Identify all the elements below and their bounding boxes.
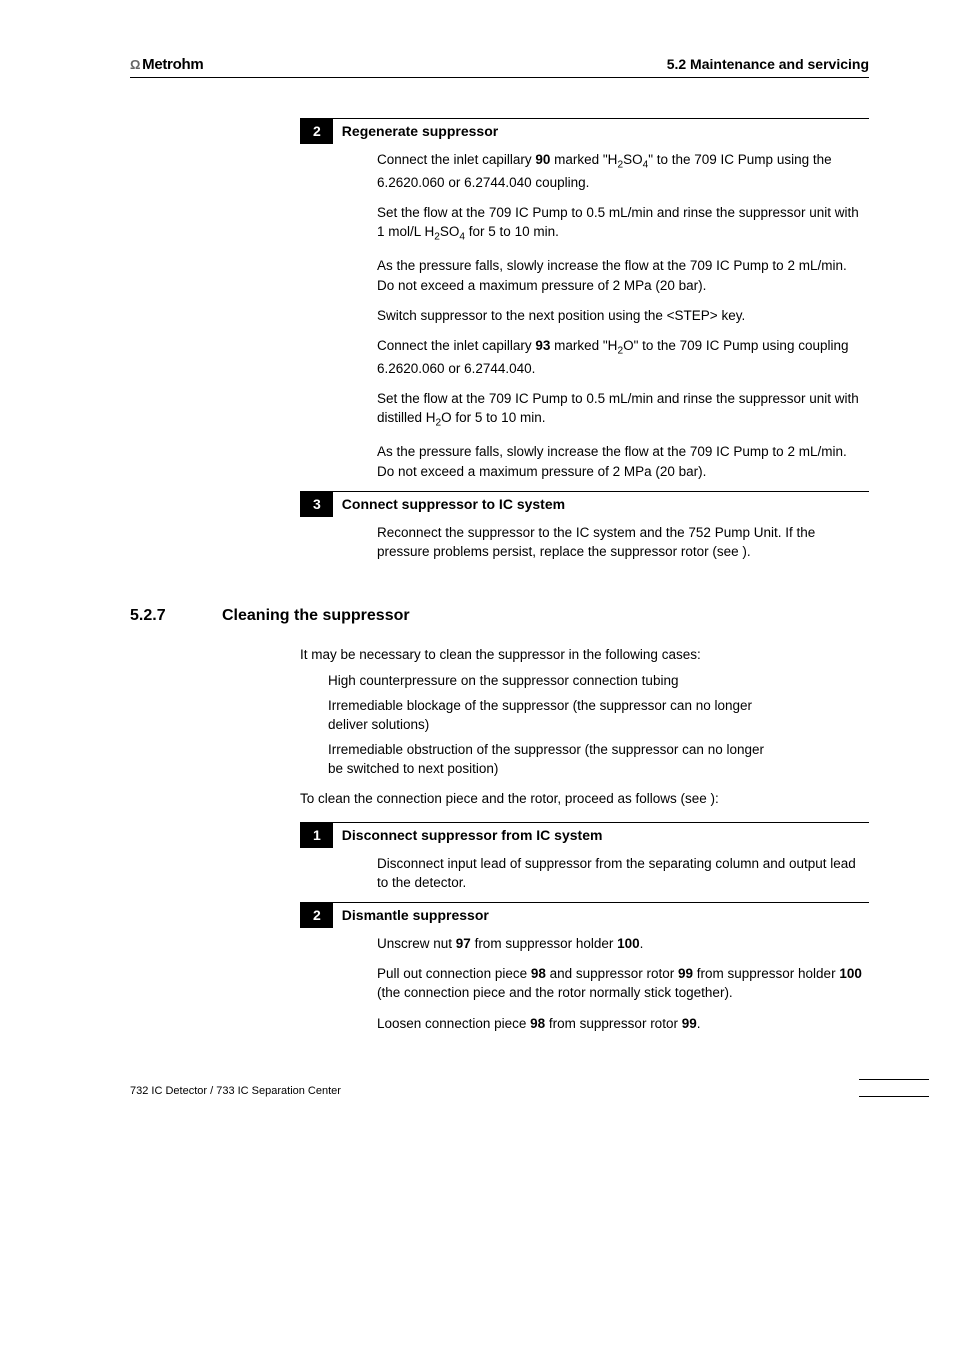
section-heading-527: 5.2.7 Cleaning the suppressor	[130, 607, 869, 625]
step-number: 2	[300, 903, 333, 928]
paragraph: Loosen connection piece 98 from suppress…	[377, 1014, 864, 1033]
paragraph: Pull out connection piece 98 and suppres…	[377, 964, 864, 1002]
paragraph: Connect the inlet capillary 90 marked "H…	[377, 150, 864, 192]
step-number: 2	[300, 119, 333, 144]
paragraph: Disconnect input lead of suppressor from…	[377, 854, 864, 892]
step-body-dismantle: Unscrew nut 97 from suppressor holder 10…	[377, 934, 864, 1033]
page-edge-marker	[859, 1079, 929, 1097]
logo-text: Metrohm	[142, 56, 203, 73]
step-title: Regenerate suppressor	[333, 119, 498, 144]
step-heading-disconnect: 1 Disconnect suppressor from IC system	[300, 822, 869, 848]
section-title: Cleaning the suppressor	[222, 607, 410, 625]
footer-text: 732 IC Detector / 733 IC Separation Cent…	[130, 1085, 341, 1097]
brand-logo: ΩMetrohm	[130, 56, 203, 73]
step-body-disconnect: Disconnect input lead of suppressor from…	[377, 854, 864, 892]
list-item: Irremediable obstruction of the suppress…	[328, 741, 764, 779]
paragraph: Connect the inlet capillary 93 marked "H…	[377, 336, 864, 378]
paragraph: Set the flow at the 709 IC Pump to 0.5 m…	[377, 389, 864, 431]
step-heading-dismantle: 2 Dismantle suppressor	[300, 902, 869, 928]
section-body-527: It may be necessary to clean the suppres…	[300, 645, 864, 808]
paragraph: As the pressure falls, slowly increase t…	[377, 442, 864, 480]
step-heading-connect: 3 Connect suppressor to IC system	[300, 491, 869, 517]
page-header: ΩMetrohm 5.2 Maintenance and servicing	[130, 56, 869, 78]
page-footer: 732 IC Detector / 733 IC Separation Cent…	[130, 1073, 869, 1097]
paragraph: Unscrew nut 97 from suppressor holder 10…	[377, 934, 864, 953]
step-body-connect: Reconnect the suppressor to the IC syste…	[377, 523, 864, 561]
paragraph: Reconnect the suppressor to the IC syste…	[377, 523, 864, 561]
step-title: Connect suppressor to IC system	[333, 492, 565, 517]
step-body-regenerate: Connect the inlet capillary 90 marked "H…	[377, 150, 864, 481]
omega-icon: Ω	[130, 57, 140, 72]
paragraph: To clean the connection piece and the ro…	[300, 789, 864, 808]
paragraph: It may be necessary to clean the suppres…	[300, 645, 864, 664]
paragraph: As the pressure falls, slowly increase t…	[377, 256, 864, 294]
step-number: 1	[300, 823, 333, 848]
paragraph: Switch suppressor to the next position u…	[377, 306, 864, 325]
paragraph: Set the flow at the 709 IC Pump to 0.5 m…	[377, 203, 864, 245]
step-title: Dismantle suppressor	[333, 903, 489, 928]
list-item: Irremediable blockage of the suppressor …	[328, 697, 764, 735]
step-title: Disconnect suppressor from IC system	[333, 823, 603, 848]
step-number: 3	[300, 492, 333, 517]
header-section-label: 5.2 Maintenance and servicing	[667, 56, 869, 72]
list-item: High counterpressure on the suppressor c…	[328, 672, 764, 691]
section-number: 5.2.7	[130, 607, 186, 625]
step-heading-regenerate: 2 Regenerate suppressor	[300, 118, 869, 144]
